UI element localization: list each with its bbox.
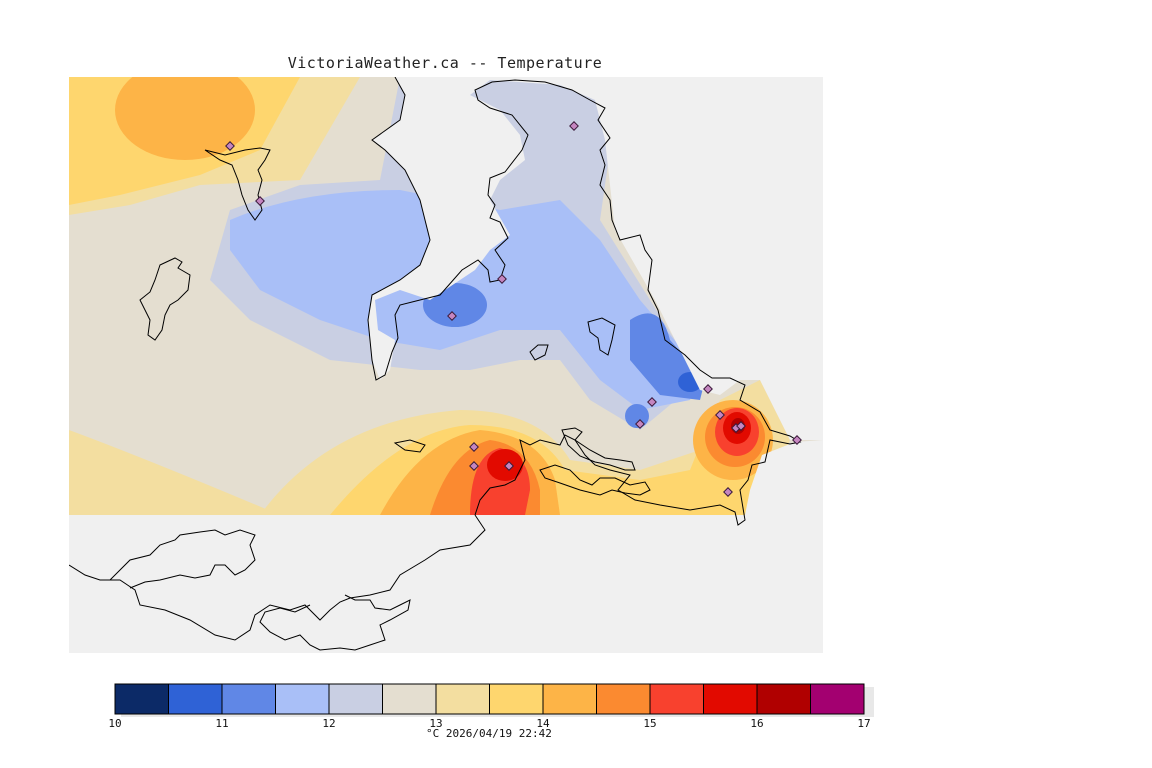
station-marker[interactable] xyxy=(703,384,713,394)
station-marker[interactable] xyxy=(647,397,657,407)
station-marker[interactable] xyxy=(635,419,645,429)
station-marker[interactable] xyxy=(504,461,514,471)
legend-caption: °C 2026/04/19 22:42 xyxy=(426,727,552,740)
out-of-domain-areas xyxy=(360,77,823,515)
station-marker[interactable] xyxy=(497,274,507,284)
station-markers[interactable] xyxy=(225,121,802,497)
station-marker[interactable] xyxy=(225,141,235,151)
station-marker[interactable] xyxy=(792,435,802,445)
station-marker[interactable] xyxy=(569,121,579,131)
station-marker[interactable] xyxy=(469,442,479,452)
station-marker[interactable] xyxy=(255,196,265,206)
station-marker[interactable] xyxy=(469,461,479,471)
coastlines xyxy=(69,77,802,651)
station-marker[interactable] xyxy=(447,311,457,321)
station-marker[interactable] xyxy=(736,421,746,431)
station-marker[interactable] xyxy=(723,487,733,497)
chart-title: VictoriaWeather.ca -- Temperature xyxy=(287,54,603,72)
station-marker[interactable] xyxy=(715,410,725,420)
